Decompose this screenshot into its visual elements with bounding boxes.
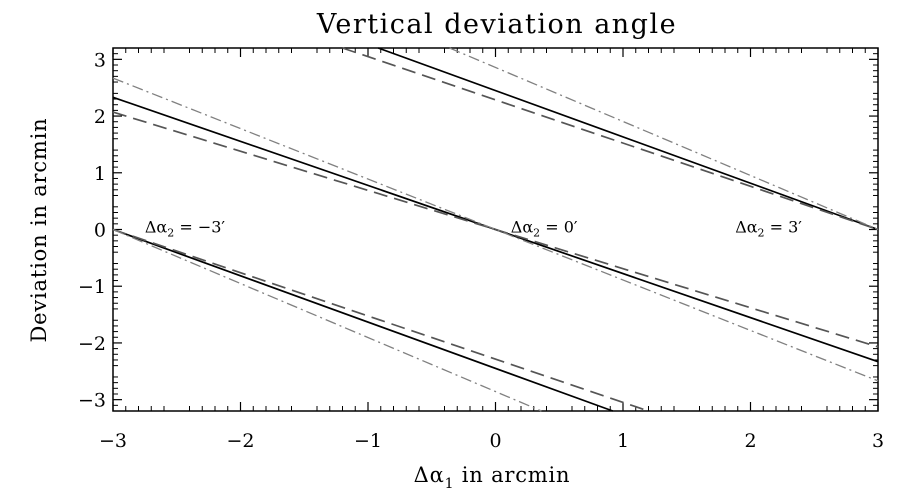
series-layer [112,47,879,412]
x-tick-label: 2 [744,430,756,452]
x-axis-title: Δα1 in arcmin [414,463,571,492]
plot-area [112,47,879,412]
series-line-dashed [112,228,649,412]
series-group-label: Δα2 = 3′ [735,218,802,240]
series-group-label-subscript: 2 [167,227,174,240]
x-tick-label: 0 [489,430,501,452]
y-tick-labels: −3 −2 −1 0 1 2 3 [78,49,106,411]
minor-ticks [113,47,878,412]
series-line-dashed [112,111,879,348]
series-line-dashdot [112,228,542,412]
x-axis-title-subscript: 1 [445,476,455,492]
x-axis-title-base: Δα [414,463,445,487]
series-group-label: Δα2 = 0′ [511,218,578,240]
series-line-solid [377,47,879,231]
major-ticks [112,48,879,411]
series-group-label-subscript: 2 [758,227,765,240]
x-tick-label: −3 [99,430,127,452]
series-group-label-base: Δα [145,218,168,237]
y-axis-title: Deviation in arcmin [27,118,51,343]
x-tick-label: 1 [617,430,629,452]
series-group-label: Δα2 = −3′ [145,218,226,240]
series-group-label-rest: = −3′ [174,218,225,237]
y-tick-label: 3 [94,49,106,71]
y-tick-label: −3 [78,390,106,412]
series-group-label-rest: = 0′ [540,218,578,237]
series-line-solid [112,228,614,412]
series-group-label-base: Δα [511,218,534,237]
chart-title: Vertical deviation angle [316,9,677,40]
series-line-dashdot [449,47,879,231]
series-group-label-rest: = 3′ [765,218,803,237]
y-tick-label: 2 [94,106,106,128]
y-tick-label: 1 [94,163,106,185]
y-tick-label: −2 [78,333,106,355]
series-group-label-subscript: 2 [533,227,540,240]
x-tick-label: 3 [872,430,884,452]
series-group-label-base: Δα [735,218,758,237]
annotations: Δα2 = −3′ Δα2 = 0′ Δα2 = 3′ [145,218,802,240]
x-tick-label: −1 [354,430,382,452]
x-tick-labels: −3 −2 −1 0 1 2 3 [99,430,884,452]
series-line-dashed [342,47,879,231]
y-tick-label: 0 [94,220,106,242]
y-tick-label: −1 [78,276,106,298]
x-axis-title-rest: in arcmin [454,463,570,487]
x-tick-label: −2 [226,430,254,452]
